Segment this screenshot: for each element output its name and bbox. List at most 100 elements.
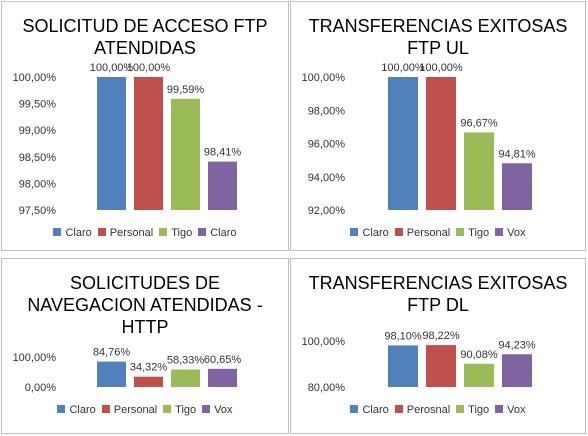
chart-plot: 97,50%98,00%98,50%99,00%99,50%100,00%100… [13,62,242,217]
bar-claro [97,361,126,387]
legend-swatch [163,405,172,414]
legend-swatch [456,405,465,414]
data-label: 100,00% [90,62,134,74]
chart-panel-navegacion-http: SOLICITUDES DE NAVEGACION ATENDIDAS - HTTP… [1,258,289,434]
legend-item: Tigo [159,227,192,239]
y-tick-label: 99,00% [19,125,57,137]
y-tick-label: 100,00% [302,336,346,348]
legend-item: Tigo [456,404,489,416]
chart-title-line: TRANSFERENCIAS EXITOSAS [308,273,568,293]
data-label: 96,67% [460,117,498,129]
data-label: 98,10% [384,330,422,342]
legend-label: Tigo [468,227,490,239]
bar-tigo [464,363,494,387]
legend-item: Tigo [456,227,489,239]
bar-vox [208,368,237,387]
legend-swatch [53,228,62,237]
data-label: 100,00% [127,62,171,74]
legend-label: Claro [65,227,92,239]
legend-item: Claro [350,404,389,416]
chart-title-line: HTTP [121,317,169,337]
legend-label: Vox [507,227,526,239]
chart-title: TRANSFERENCIAS EXITOSAS FTP DL [291,272,585,316]
data-label: 90,08% [460,349,498,361]
legend-swatch [101,405,110,414]
legend-swatch [394,405,403,414]
legend-item: Perosnal [394,404,450,416]
data-label: 98,41% [204,147,242,159]
data-label: 94,23% [498,339,536,351]
chart-panel-ftp-ul: TRANSFERENCIAS EXITOSAS FTP UL 92,00% 94,00… [290,1,586,251]
legend-label: Tigo [171,227,193,239]
legend-label: Vox [507,404,526,416]
y-tick-label: 100,00% [13,72,57,84]
chart-title-line: FTP UL [407,38,469,58]
legend-item: Tigo [163,404,196,416]
legend-label: Vox [214,404,233,416]
legend-label: Claro [210,227,237,239]
chart-title-line: SOLICITUD DE ACCESO FTP [22,16,268,36]
legend-swatch [57,405,66,414]
legend-label: Claro [362,404,389,416]
data-label: 58,33% [167,355,205,367]
chart-legend: Claro Perosnal Tigo Vox [291,404,585,416]
legend-item: Claro [350,227,389,239]
legend-label: Personal [406,227,451,239]
data-label: 60,65% [204,354,242,366]
legend-item: Personal [101,404,157,416]
legend-item: Claro [53,227,92,239]
bar-tigo [171,369,200,387]
y-tick-label: 92,00% [308,205,346,217]
y-tick-label: 98,50% [19,152,57,164]
legend-item: Vox [202,404,233,416]
chart-title-line: ATENDIDAS [94,38,196,58]
chart-plot: 92,00%94,00%96,00%98,00%100,00%100,00%10… [302,62,536,217]
chart-plot: 0,00% 100,00% 84,76% 34,32%58,33% 60,65% [13,347,242,394]
bar-personal [134,376,163,387]
legend-swatch [495,405,504,414]
data-label: 84,76% [93,347,131,359]
bar-vox [502,163,532,210]
chart-title-line: SOLICITUDES DE [69,273,221,293]
legend-label: Tigo [175,404,197,416]
data-label: 99,59% [167,84,205,96]
bar-claro [97,77,126,210]
bar-perosnal [426,345,456,387]
data-label: 94,81% [498,148,536,160]
legend-label: Tigo [468,404,490,416]
chart-panel-ftp-dl: TRANSFERENCIAS EXITOSAS FTP DL 80,00% 100,0… [290,258,586,434]
legend-swatch [350,228,359,237]
bar-vox [502,354,532,387]
legend-swatch [97,228,106,237]
chart-title: SOLICITUD DE ACCESO FTP ATENDIDAS [2,15,288,59]
chart-legend: Claro Personal Tigo Vox [291,227,585,239]
legend-swatch [456,228,465,237]
legend-label: Claro [362,227,389,239]
y-tick-label: 98,00% [308,105,346,117]
y-tick-label: 96,00% [308,139,346,151]
legend-item: Personal [394,227,451,239]
legend-swatch [159,228,168,237]
chart-legend: Claro Personal Tigo Claro [2,227,288,239]
legend-label: Personal [109,227,154,239]
y-tick-label: 80,00% [308,382,346,394]
legend-item: Claro [57,404,96,416]
legend-label: Claro [69,404,96,416]
chart-title-line: TRANSFERENCIAS EXITOSAS [308,16,568,36]
legend-item: Claro [198,227,237,239]
bar-personal [426,77,456,210]
legend-swatch [202,405,211,414]
bar-claro [388,345,418,387]
chart-title: SOLICITUDES DE NAVEGACION ATENDIDAS - HTTP [2,272,288,338]
chart-panel-acceso-ftp: SOLICITUD DE ACCESO FTP ATENDIDAS 97,50% 98… [1,1,289,251]
chart-plot: 80,00% 100,00% 98,10% 98,22%90,08%94,23% [302,330,536,394]
bar-claro [208,161,237,210]
y-tick-label: 100,00% [302,72,346,84]
data-label: 98,22% [422,330,460,342]
bar-tigo [171,98,200,210]
legend-item: Personal [97,227,154,239]
bar-personal [134,77,163,210]
bar-claro [388,77,418,210]
data-label: 100,00% [381,62,425,74]
y-tick-label: 97,50% [19,205,57,217]
